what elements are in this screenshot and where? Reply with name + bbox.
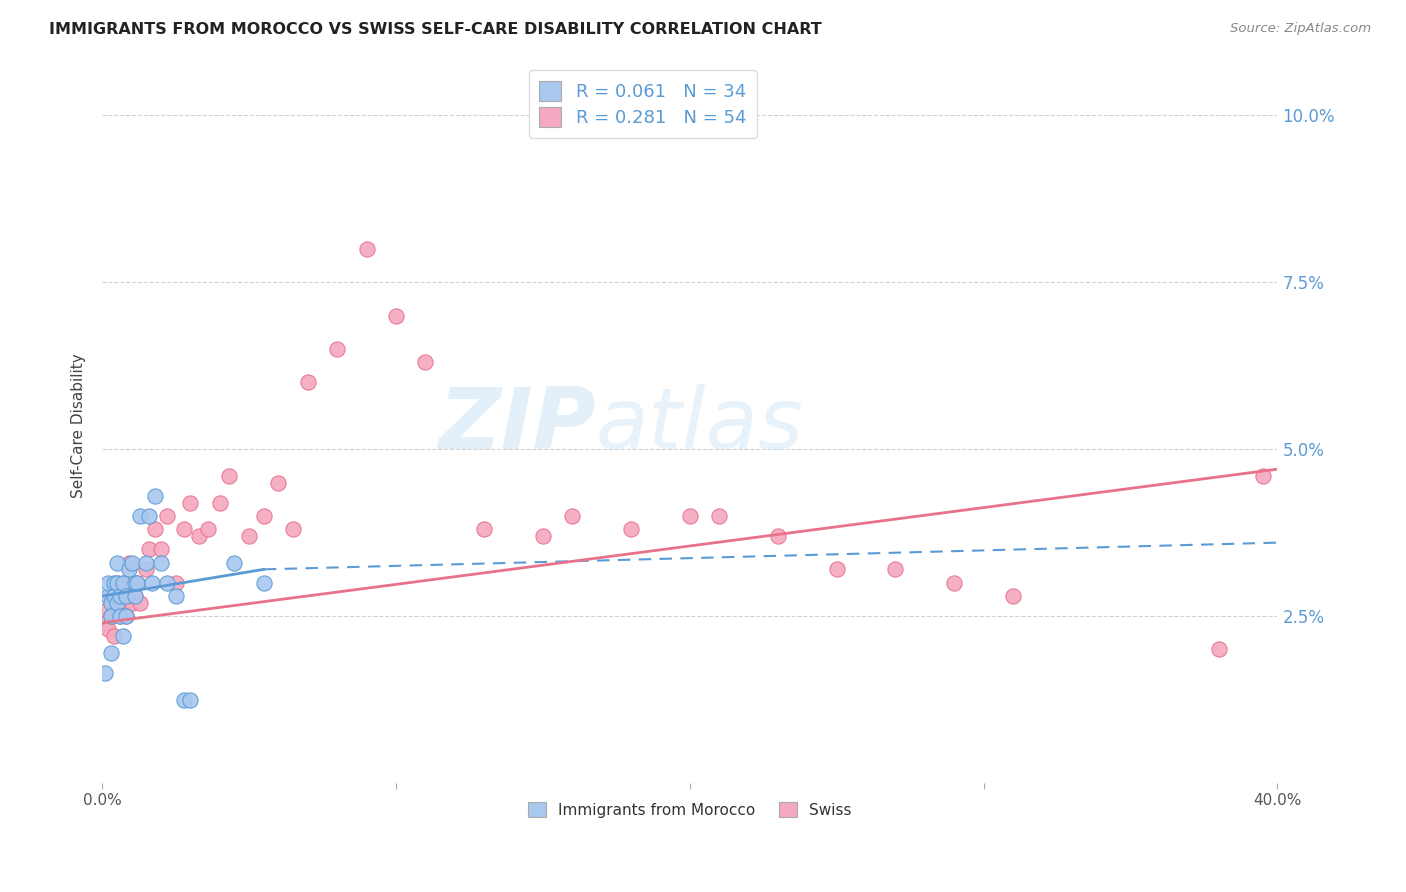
Point xyxy=(103,629,125,643)
Point xyxy=(141,575,163,590)
Point xyxy=(94,615,117,630)
Point xyxy=(124,589,146,603)
Point xyxy=(105,596,128,610)
Point xyxy=(105,575,128,590)
Point xyxy=(283,522,305,536)
Text: Source: ZipAtlas.com: Source: ZipAtlas.com xyxy=(1230,22,1371,36)
Point xyxy=(415,355,437,369)
Text: IMMIGRANTS FROM MOROCCO VS SWISS SELF-CARE DISABILITY CORRELATION CHART: IMMIGRANTS FROM MOROCCO VS SWISS SELF-CA… xyxy=(49,22,823,37)
Point xyxy=(114,589,136,603)
Point xyxy=(218,468,240,483)
Point xyxy=(127,575,149,590)
Point xyxy=(173,692,195,706)
Point xyxy=(1001,589,1024,603)
Point xyxy=(108,589,131,603)
Point xyxy=(1208,642,1230,657)
Point xyxy=(143,489,166,503)
Point xyxy=(173,522,195,536)
Point xyxy=(97,602,120,616)
Point xyxy=(138,542,160,557)
Point xyxy=(297,376,319,390)
Point xyxy=(121,556,143,570)
Point xyxy=(766,529,789,543)
Point xyxy=(385,309,408,323)
Point xyxy=(679,508,702,523)
Text: ZIP: ZIP xyxy=(439,384,596,467)
Point xyxy=(224,556,246,570)
Point xyxy=(267,475,290,490)
Point xyxy=(108,589,131,603)
Point xyxy=(179,495,201,509)
Point xyxy=(129,596,152,610)
Point xyxy=(105,575,128,590)
Point xyxy=(825,562,848,576)
Point xyxy=(326,342,349,356)
Text: atlas: atlas xyxy=(596,384,804,467)
Point xyxy=(100,646,122,660)
Legend: Immigrants from Morocco, Swiss: Immigrants from Morocco, Swiss xyxy=(520,794,859,825)
Point xyxy=(111,575,134,590)
Point xyxy=(97,623,120,637)
Point xyxy=(100,609,122,624)
Point xyxy=(1251,468,1274,483)
Point xyxy=(127,575,149,590)
Point xyxy=(94,665,117,680)
Point xyxy=(561,508,583,523)
Point xyxy=(143,522,166,536)
Point xyxy=(356,242,378,256)
Point xyxy=(103,589,125,603)
Point xyxy=(100,596,122,610)
Point xyxy=(620,522,643,536)
Point xyxy=(114,609,136,624)
Point xyxy=(103,575,125,590)
Point xyxy=(149,556,172,570)
Point xyxy=(111,629,134,643)
Point xyxy=(135,556,157,570)
Point xyxy=(179,692,201,706)
Point xyxy=(253,508,276,523)
Point xyxy=(253,575,276,590)
Point xyxy=(105,556,128,570)
Point xyxy=(114,582,136,597)
Point xyxy=(118,562,141,576)
Point xyxy=(709,508,731,523)
Point xyxy=(124,589,146,603)
Point xyxy=(118,556,141,570)
Point xyxy=(114,609,136,624)
Point xyxy=(138,508,160,523)
Point xyxy=(238,529,260,543)
Point xyxy=(156,575,179,590)
Point xyxy=(197,522,219,536)
Point xyxy=(208,495,231,509)
Point xyxy=(149,542,172,557)
Point xyxy=(472,522,495,536)
Point xyxy=(97,575,120,590)
Point xyxy=(121,596,143,610)
Point xyxy=(100,609,122,624)
Point xyxy=(165,589,187,603)
Point xyxy=(135,562,157,576)
Point xyxy=(188,529,211,543)
Point xyxy=(108,609,131,624)
Point xyxy=(100,589,122,603)
Point xyxy=(129,508,152,523)
Point xyxy=(165,575,187,590)
Point xyxy=(156,508,179,523)
Point xyxy=(943,575,966,590)
Point xyxy=(105,602,128,616)
Point xyxy=(111,596,134,610)
Point xyxy=(103,596,125,610)
Point xyxy=(124,575,146,590)
Point xyxy=(531,529,554,543)
Point xyxy=(884,562,907,576)
Point xyxy=(97,589,120,603)
Point xyxy=(108,609,131,624)
Point xyxy=(111,575,134,590)
Y-axis label: Self-Care Disability: Self-Care Disability xyxy=(72,353,86,498)
